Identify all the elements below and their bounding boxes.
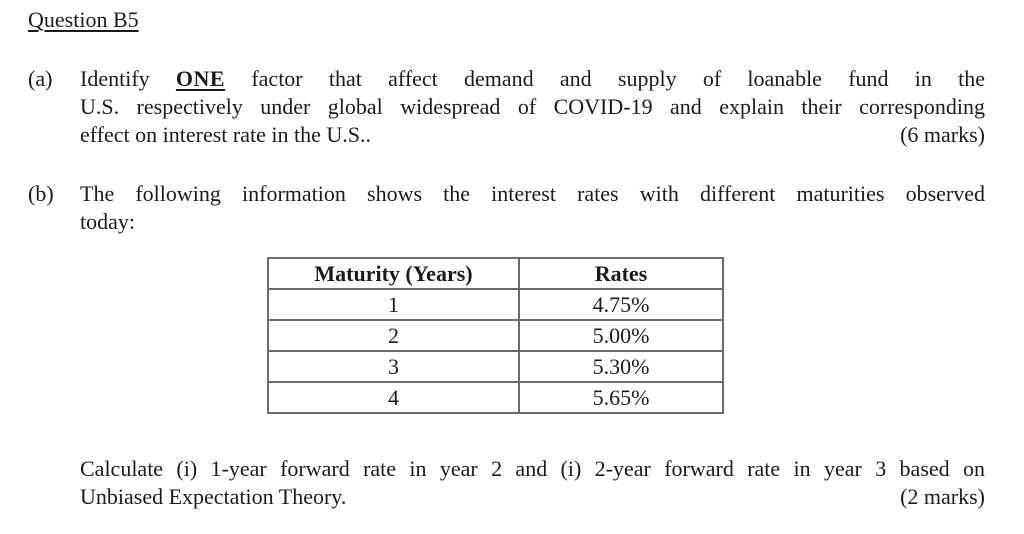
part-a-line-1-post: factor that affect demand and supply of …: [251, 66, 986, 91]
calc-line-1: Calculate (i) 1-year forward rate in yea…: [80, 456, 985, 481]
rate-cell: 5.65%: [518, 381, 724, 414]
question-title-row: Question B5: [28, 6, 985, 34]
part-a-marks: (6 marks): [900, 122, 985, 147]
part-a-line-2: U.S. respectively under global widesprea…: [80, 94, 985, 119]
part-a-section: (a) Identify ONE factor that affect dema…: [28, 65, 985, 149]
rate-cell: 5.30%: [518, 350, 724, 383]
table-row: 2 5.00%: [267, 319, 724, 352]
part-b-label: (b): [28, 181, 54, 206]
calc-line-2-text: Unbiased Expectation Theory.: [80, 484, 347, 509]
part-a-line-1-pre: Identify: [80, 66, 150, 91]
calc-marks: (2 marks): [900, 484, 985, 509]
table-row: 4 5.65%: [267, 381, 724, 414]
part-a-line-1: Identify ONE factor that affect demand a…: [80, 65, 985, 93]
maturity-cell: 2: [267, 319, 520, 352]
part-b-line-2: today:: [80, 209, 135, 234]
maturity-cell: 3: [267, 350, 520, 383]
part-b-body: The following information shows the inte…: [80, 180, 985, 236]
question-title: Question B5: [28, 7, 139, 32]
part-a-line-3: effect on interest rate in the U.S.. (6 …: [80, 121, 985, 149]
calc-paragraph: Calculate (i) 1-year forward rate in yea…: [80, 455, 985, 511]
rate-cell: 5.00%: [518, 319, 724, 352]
header-maturity-years: Maturity (Years): [267, 257, 520, 290]
part-a-body: Identify ONE factor that affect demand a…: [80, 65, 985, 149]
part-a-label: (a): [28, 66, 53, 91]
part-a-one-emphasis: ONE: [175, 66, 226, 91]
part-a-line-3-text: effect on interest rate in the U.S..: [80, 122, 371, 147]
table-row: 1 4.75%: [267, 288, 724, 321]
header-rates: Rates: [518, 257, 724, 290]
maturity-cell: 1: [267, 288, 520, 321]
table-header-row: Maturity (Years) Rates: [267, 257, 724, 290]
part-b-line-1: The following information shows the inte…: [80, 181, 985, 206]
rate-cell: 4.75%: [518, 288, 724, 321]
table-row: 3 5.30%: [267, 350, 724, 383]
part-b-section: (b) The following information shows the …: [28, 180, 985, 236]
interest-rates-table: Maturity (Years) Rates 1 4.75% 2 5.00% 3…: [267, 257, 724, 414]
maturity-cell: 4: [267, 381, 520, 414]
calc-line-2: Unbiased Expectation Theory. (2 marks): [80, 483, 985, 511]
